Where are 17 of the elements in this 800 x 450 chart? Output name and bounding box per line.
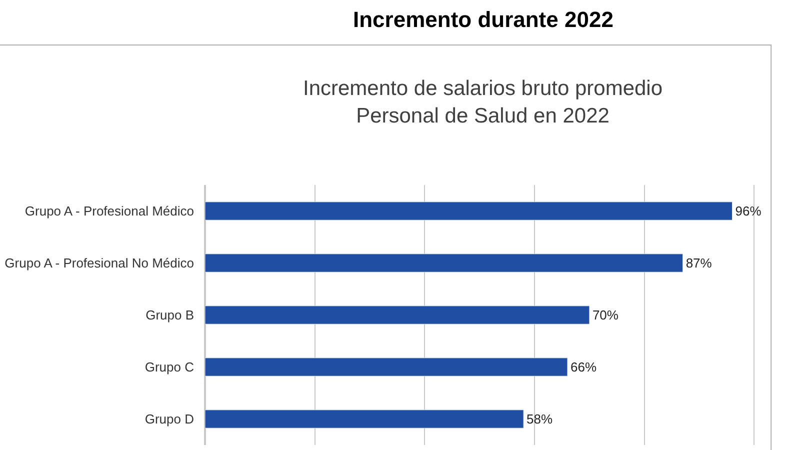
data-label: 87% [686,256,712,270]
data-label: 70% [592,308,619,322]
chart-title: Incremento durante 2022 [353,7,614,32]
y-tick-label: Grupo C [144,360,194,375]
chart-subtitle: Incremento de salarios bruto promedio Personal de Salud en 2022 [303,77,663,128]
y-tick-label: Grupo D [144,412,194,427]
bar [205,306,590,324]
y-tick-label: Grupo A - Profesional Médico [24,204,194,219]
y-tick-label: Grupo A - Profesional No Médico [4,256,194,271]
data-label: 96% [735,204,762,218]
bar [205,358,568,376]
bar [205,410,524,428]
data-label: 58% [526,412,554,426]
data-label: 66% [570,360,597,374]
bar [205,202,732,220]
bar [205,254,684,272]
y-tick-label: Grupo B [146,308,194,323]
